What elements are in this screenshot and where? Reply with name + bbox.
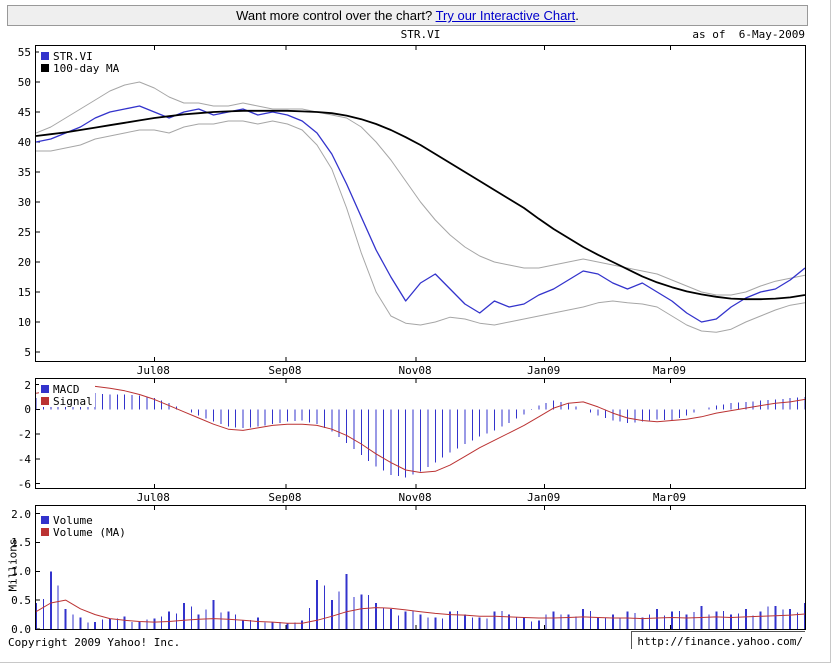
macd-legend-label: MACD (53, 382, 80, 396)
y-tick-label: -6 (17, 477, 31, 491)
x-tick-label: Sep08 (268, 364, 302, 377)
legend-item-signal: Signal (39, 394, 95, 408)
x-tick-label: Jul08 (136, 364, 170, 377)
x-tick-label: Sep08 (268, 491, 302, 504)
x-tick-label: Nov08 (398, 364, 432, 377)
volume-ma-swatch-icon (41, 528, 49, 536)
promo-banner: Want more control over the chart? Try ou… (7, 5, 808, 26)
legend-item-100day-ma: 100-day MA (39, 61, 122, 75)
price-legend-label: STR.VI (53, 49, 93, 63)
volume-ma-line (36, 599, 805, 624)
100-day-ma-line (36, 109, 805, 301)
macd-bars (36, 392, 805, 478)
y-tick-label: 0 (24, 403, 31, 417)
lower-band-line (36, 120, 805, 333)
price-swatch-icon (41, 52, 49, 60)
y-tick-label: 30 (17, 196, 31, 209)
interactive-chart-link[interactable]: Try our Interactive Chart (435, 8, 576, 23)
y-tick-label: 0.5 (11, 594, 31, 608)
ma-swatch-icon (41, 64, 49, 72)
y-tick-label: 25 (17, 226, 31, 239)
macd-panel: MACD Signal (35, 378, 806, 489)
signal-line (36, 385, 805, 473)
promo-text-period: . (575, 8, 579, 23)
promo-text: Want more control over the chart? (236, 8, 436, 23)
x-tick-label: Mar09 (652, 491, 686, 504)
price-chart-panel: STR.VI 100-day MA (35, 45, 806, 362)
price-chart-svg (36, 46, 805, 361)
volume-legend-label: Volume (53, 513, 93, 527)
y-tick-label: -4 (17, 452, 31, 466)
y-tick-label: 2 (24, 378, 31, 392)
y-tick-label: 45 (17, 106, 31, 119)
y-tick-label: 5 (24, 346, 31, 359)
y-tick-label: 20 (17, 256, 31, 269)
signal-legend-label: Signal (53, 394, 93, 408)
macd-svg (36, 379, 805, 488)
x-tick-label: Jan09 (527, 491, 561, 504)
macd-swatch-icon (41, 385, 49, 393)
volume-panel: Volume Volume (MA) (35, 505, 806, 630)
ma-legend-label: 100-day MA (53, 61, 120, 75)
x-tick-label: Jul08 (136, 491, 170, 504)
volume-ma-legend-label: Volume (MA) (53, 525, 126, 539)
legend-item-price: STR.VI (39, 49, 122, 63)
as-of-date: as of 6-May-2009 (692, 28, 805, 41)
macd-legend: MACD Signal (39, 382, 95, 408)
x-tick-label: Mar09 (652, 364, 686, 377)
y-tick-label: 2.0 (11, 507, 31, 521)
y-tick-label: 15 (17, 286, 31, 299)
x-tick-label: Nov08 (398, 491, 432, 504)
y-tick-label: 1.0 (11, 565, 31, 579)
volume-bars (36, 571, 805, 629)
volume-legend: Volume Volume (MA) (39, 513, 128, 539)
y-tick-label: 50 (17, 76, 31, 89)
upper-band-line (36, 81, 805, 296)
volume-svg (36, 506, 805, 629)
price-legend: STR.VI 100-day MA (39, 49, 122, 75)
volume-swatch-icon (41, 516, 49, 524)
y-tick-label: 55 (17, 46, 31, 59)
y-tick-label: 10 (17, 316, 31, 329)
chart-title: STR.VI (400, 28, 441, 41)
source-url: http://finance.yahoo.com/ (631, 631, 805, 649)
str-vi-close-line (36, 105, 805, 323)
x-tick-label: Jan09 (527, 364, 561, 377)
y-tick-label: 35 (17, 166, 31, 179)
copyright-text: Copyright 2009 Yahoo! Inc. (8, 636, 181, 649)
legend-item-volume: Volume (39, 513, 128, 527)
legend-item-macd: MACD (39, 382, 95, 396)
y-tick-label: 1.5 (11, 536, 31, 550)
y-tick-label: 0.0 (11, 623, 31, 636)
signal-swatch-icon (41, 397, 49, 405)
y-tick-label: -2 (17, 428, 31, 442)
y-tick-label: 40 (17, 136, 31, 149)
legend-item-volume-ma: Volume (MA) (39, 525, 128, 539)
